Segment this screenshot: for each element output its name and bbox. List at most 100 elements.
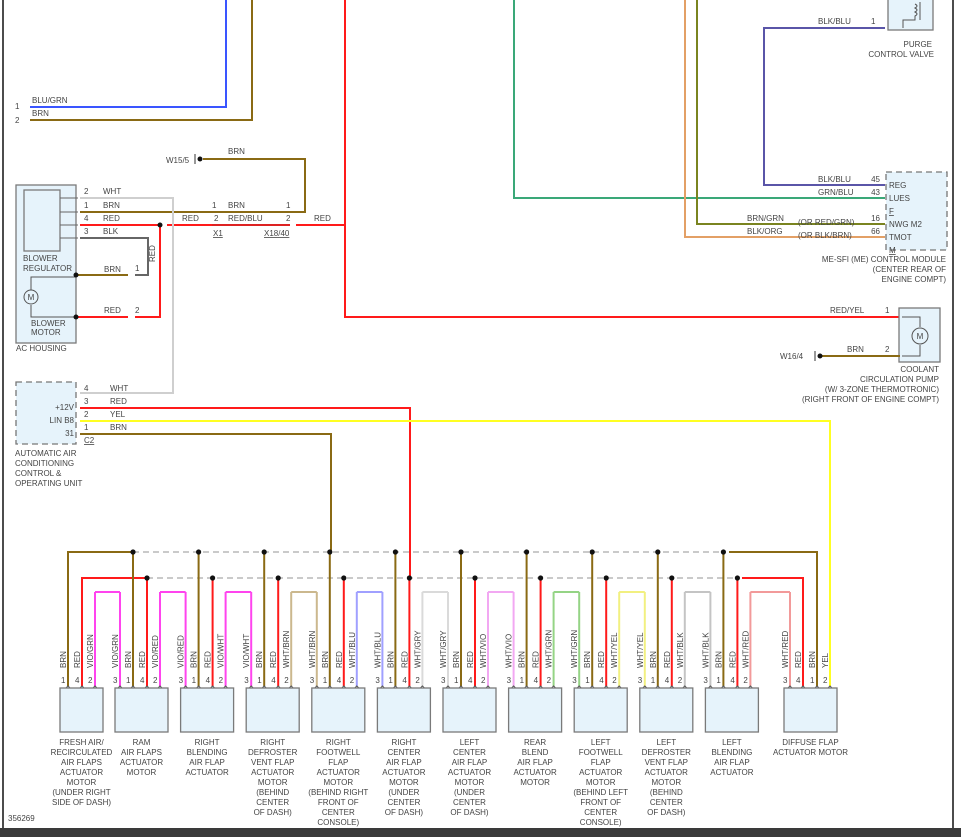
- module-name-line: (BEHIND: [256, 788, 289, 797]
- svg-text:REGULATOR: REGULATOR: [23, 264, 72, 273]
- actuator-module: 3 VIO/WHT 1 BRN 4 RED 2 WHT/BRN RIGHTDEFROSTERVE…: [242, 549, 317, 817]
- splice-dot: [327, 549, 333, 555]
- wire-red: [742, 577, 804, 686]
- splice-dot: [538, 575, 544, 581]
- svg-text:LIN B8: LIN B8: [50, 416, 75, 425]
- module-name-line: ACTUATOR: [60, 768, 103, 777]
- module-name-line: FRONT OF: [318, 798, 359, 807]
- wire-color-label: BRN: [190, 651, 199, 668]
- module-name-line: CENTER: [387, 748, 420, 757]
- module-name-line: CONSOLE): [580, 818, 622, 827]
- module-name-line: LEFT: [722, 738, 742, 747]
- module-name-line: BLEND: [522, 748, 549, 757]
- module-name-line: (UNDER: [454, 788, 485, 797]
- pin-number: 2: [823, 676, 828, 685]
- module-name-line: MOTOR: [651, 778, 681, 787]
- ground-label: W15/5: [166, 156, 190, 165]
- module-box: [704, 687, 760, 733]
- svg-text:RED: RED: [148, 245, 157, 262]
- module-name-line: RIGHT: [195, 738, 220, 747]
- module-name-line: CENTER: [453, 798, 486, 807]
- splice-dot: [524, 549, 530, 555]
- module-name-line: SIDE OF DASH): [52, 798, 111, 807]
- wire-blk-org: [684, 0, 885, 238]
- blower-regulator: [23, 189, 61, 252]
- pin-number: 3: [375, 676, 380, 685]
- module-name-line: CENTER: [453, 748, 486, 757]
- svg-text:3: 3: [84, 397, 89, 406]
- wire-brn: [729, 551, 818, 686]
- module-name-line: MOTOR: [127, 768, 157, 777]
- svg-text:1: 1: [135, 264, 140, 273]
- actuator-module: 3 WHT/RED 4 RED 1 BRN 2 YEL DIFFUSE FLAPACTUATOR…: [773, 592, 848, 757]
- svg-text:3: 3: [84, 227, 89, 236]
- ecm-row: F: [889, 207, 894, 216]
- wire-color-label: WHT/BRN: [282, 630, 291, 668]
- module-name-line: AIR FLAPS: [121, 748, 162, 757]
- splice-dot: [458, 549, 464, 555]
- svg-text:M: M: [28, 293, 35, 302]
- svg-text:(CENTER REAR OF: (CENTER REAR OF: [873, 265, 946, 274]
- module-name-line: MOTOR: [455, 778, 485, 787]
- svg-text:WHT: WHT: [110, 384, 128, 393]
- wire-red-blower: [80, 224, 161, 318]
- svg-text:1: 1: [84, 201, 89, 210]
- module-name-line: AIR FLAP: [189, 758, 225, 767]
- wire-color-label: RED: [532, 651, 541, 668]
- wire-color-label: WHT/GRY: [413, 630, 422, 668]
- pin-number: 1: [520, 676, 525, 685]
- module-name-line: FLAP: [591, 758, 611, 767]
- wire-color-label: WHT/BRN: [308, 630, 317, 668]
- pin-number: 4: [796, 676, 801, 685]
- svg-text:BLK/BLU: BLK/BLU: [818, 17, 851, 26]
- svg-text:MOTOR: MOTOR: [31, 328, 61, 337]
- pin-number: 3: [572, 676, 577, 685]
- svg-text:AUTOMATIC AIR: AUTOMATIC AIR: [15, 449, 77, 458]
- module-name-line: FLAP: [328, 758, 348, 767]
- signal-label: NWG M2: [889, 220, 922, 229]
- splice-dot: [734, 575, 741, 581]
- module-name-line: CENTER: [387, 798, 420, 807]
- splice-dot: [275, 575, 281, 581]
- automatic-ac-control-unit: +12V LIN B8 31 4 WHT 3 RED 2 YEL 1 BRN C2 AU…: [15, 381, 128, 488]
- actuator-module: 3 WHT/YEL 1 BRN 4 RED 2 WHT/BLK LEFTDEFROSTERVEN…: [636, 549, 711, 817]
- ecm-row: M: [889, 246, 896, 255]
- pin-number: 4: [730, 676, 735, 685]
- svg-text:CIRCULATION PUMP: CIRCULATION PUMP: [860, 375, 939, 384]
- svg-text:BRN: BRN: [847, 345, 864, 354]
- wire-color-label: YEL: [821, 652, 830, 668]
- module-name-line: RIGHT: [391, 738, 416, 747]
- svg-text:RED/YEL: RED/YEL: [830, 306, 865, 315]
- actuator-module: 3 WHT/GRN 1 BRN 4 RED 2 WHT/YEL LEFTFOOTWELLFLAP…: [570, 549, 645, 827]
- pin-number: 3: [113, 676, 118, 685]
- module-name-line: FRONT OF: [580, 798, 621, 807]
- wire-color-label: BRN: [386, 651, 395, 668]
- wire-label: RED: [182, 214, 199, 223]
- actuator-module: 3 VIO/RED 1 BRN 4 RED 2 VIO/WHT RIGHTBLENDINGAIR…: [177, 549, 252, 777]
- pin-number: 4: [337, 676, 342, 685]
- splice-dot: [130, 549, 136, 555]
- ground-icon: [814, 351, 823, 361]
- wire-label: BRN: [32, 109, 49, 118]
- svg-text:COOLANT: COOLANT: [900, 365, 939, 374]
- wire-red-supply: [80, 407, 411, 578]
- module-name-line: RIGHT: [326, 738, 351, 747]
- module-name-line: REAR: [524, 738, 546, 747]
- module-name-line: MOTOR: [67, 778, 97, 787]
- svg-text:1: 1: [84, 423, 89, 432]
- connector-x18-40: X18/40: [264, 229, 290, 238]
- splice-dot: [720, 549, 727, 555]
- splice-dot: [196, 549, 202, 555]
- module-name-line: (UNDER RIGHT: [52, 788, 110, 797]
- wire-wht: [80, 197, 174, 394]
- wire-color-label: RED: [663, 651, 672, 668]
- module-name-line: AIR FLAP: [517, 758, 553, 767]
- module-name-line: MOTOR: [323, 778, 353, 787]
- pin-number: 2: [481, 676, 486, 685]
- svg-text:CONTROL VALVE: CONTROL VALVE: [868, 50, 934, 59]
- pin-number: 4: [402, 676, 407, 685]
- wire-color-label: VIO/RED: [177, 635, 186, 668]
- pin-number: 3: [507, 676, 512, 685]
- module-name-line: VENT FLAP: [645, 758, 688, 767]
